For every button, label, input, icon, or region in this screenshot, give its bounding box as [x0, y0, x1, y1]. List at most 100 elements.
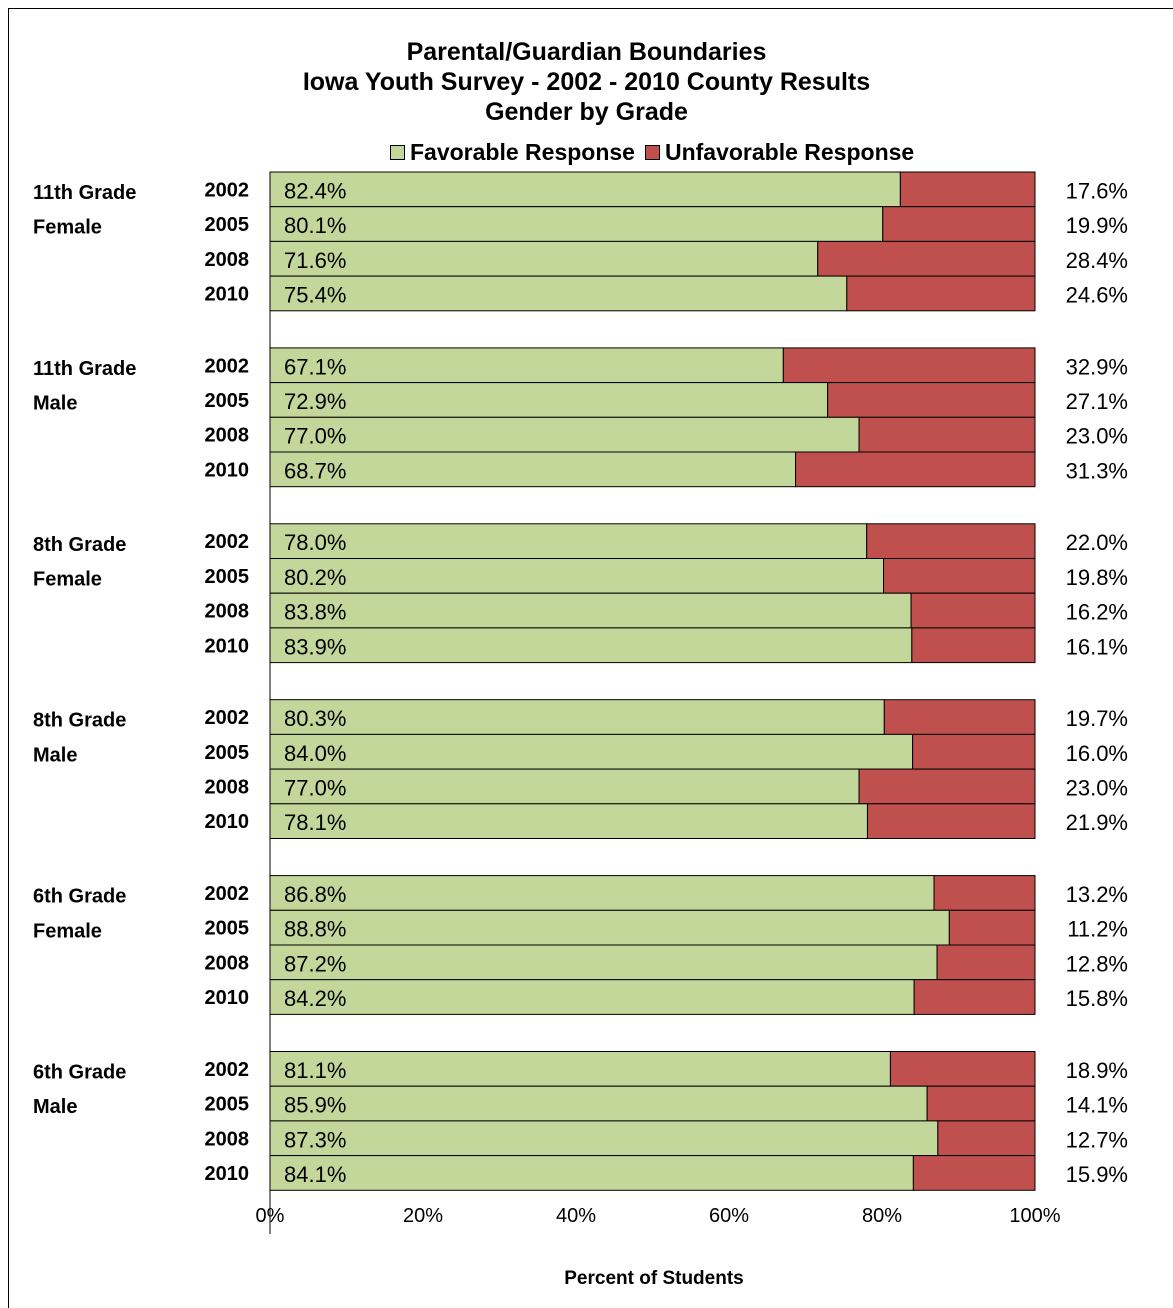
bar-unfavorable — [937, 1120, 1036, 1157]
data-label-favorable: 84.1% — [284, 1162, 346, 1187]
bar-favorable — [269, 1155, 914, 1191]
data-label-unfavorable: 11.2% — [1067, 917, 1128, 942]
year-tick-label: 2002 — [205, 355, 250, 377]
bar-favorable — [269, 382, 829, 418]
year-tick-label: 2005 — [205, 214, 250, 236]
bar-favorable — [269, 1120, 939, 1157]
bar-unfavorable — [883, 699, 1036, 735]
data-label-favorable: 78.1% — [284, 810, 346, 835]
group-label: Male — [33, 393, 77, 415]
group-label: 8th Grade — [33, 534, 126, 556]
chart-title-line-1: Parental/Guardian Boundaries — [406, 38, 767, 66]
bar-favorable — [269, 206, 884, 242]
group-label: Male — [33, 744, 77, 766]
legend-label-favorable: Favorable Response — [410, 138, 635, 165]
bar-favorable — [269, 944, 938, 981]
year-tick-label: 2008 — [205, 425, 250, 447]
data-label-unfavorable: 15.8% — [1066, 986, 1128, 1011]
x-axis-label: Percent of Students — [564, 1268, 744, 1289]
x-tick-label: 60% — [709, 1205, 749, 1227]
year-tick-label: 2008 — [205, 1128, 250, 1150]
x-tick-label: 40% — [556, 1205, 596, 1227]
data-label-unfavorable: 28.4% — [1066, 248, 1128, 273]
data-label-unfavorable: 24.6% — [1066, 282, 1128, 307]
bar-unfavorable — [948, 909, 1036, 946]
data-label-unfavorable: 22.0% — [1066, 530, 1128, 555]
year-tick-label: 2010 — [205, 1163, 250, 1185]
year-tick-label: 2002 — [205, 707, 250, 729]
bar-unfavorable — [846, 275, 1036, 312]
data-label-favorable: 88.8% — [284, 917, 346, 942]
bar-unfavorable — [926, 1085, 1036, 1122]
chart-legend: Favorable Response Unfavorable Response — [390, 137, 924, 167]
bar-unfavorable — [912, 733, 1036, 770]
bar-favorable — [269, 592, 912, 629]
data-label-favorable: 80.2% — [284, 565, 346, 590]
x-tick-label: 100% — [1009, 1205, 1060, 1227]
data-label-unfavorable: 19.7% — [1066, 706, 1128, 731]
data-label-favorable: 67.1% — [284, 354, 346, 379]
chart-frame — [8, 8, 1173, 1308]
bar-favorable — [269, 768, 860, 805]
bar-unfavorable — [858, 768, 1036, 805]
data-label-favorable: 82.4% — [284, 178, 346, 203]
bar-favorable — [269, 171, 901, 208]
bar-unfavorable — [795, 451, 1036, 488]
bar-favorable — [269, 909, 950, 946]
bar-favorable — [269, 1051, 891, 1087]
bar-unfavorable — [936, 944, 1036, 981]
x-tick-label: 0% — [256, 1205, 285, 1227]
data-label-unfavorable: 13.2% — [1066, 882, 1128, 907]
group-label: 8th Grade — [33, 710, 126, 732]
group-label: Female — [33, 569, 102, 591]
data-label-favorable: 84.2% — [284, 986, 346, 1011]
data-label-unfavorable: 27.1% — [1066, 389, 1128, 414]
chart-title-line-3: Gender by Grade — [485, 98, 688, 126]
bar-unfavorable — [866, 803, 1036, 839]
data-label-unfavorable: 17.6% — [1066, 178, 1128, 203]
bar-favorable — [269, 979, 915, 1015]
data-label-unfavorable: 19.8% — [1066, 565, 1128, 590]
bar-favorable — [269, 627, 913, 664]
year-tick-label: 2005 — [205, 742, 250, 764]
bar-unfavorable — [933, 875, 1036, 911]
bar-unfavorable — [889, 1051, 1036, 1087]
data-label-unfavorable: 12.7% — [1066, 1127, 1128, 1152]
group-label: 11th Grade — [33, 358, 136, 380]
data-label-favorable: 78.0% — [284, 530, 346, 555]
data-label-unfavorable: 23.0% — [1066, 775, 1128, 800]
bar-unfavorable — [899, 171, 1036, 208]
bar-favorable — [269, 875, 935, 911]
year-tick-label: 2002 — [205, 179, 250, 201]
data-label-favorable: 86.8% — [284, 882, 346, 907]
year-tick-label: 2005 — [205, 918, 250, 940]
bar-unfavorable — [817, 240, 1036, 277]
data-label-favorable: 87.3% — [284, 1127, 346, 1152]
year-tick-label: 2005 — [205, 566, 250, 588]
data-label-favorable: 77.0% — [284, 775, 346, 800]
year-tick-label: 2002 — [205, 531, 250, 553]
year-tick-label: 2010 — [205, 635, 250, 657]
data-label-favorable: 75.4% — [284, 282, 346, 307]
year-tick-label: 2010 — [205, 459, 250, 481]
year-tick-label: 2005 — [205, 1094, 250, 1116]
bar-favorable — [269, 1085, 928, 1122]
data-label-favorable: 81.1% — [284, 1058, 346, 1083]
year-tick-label: 2010 — [205, 987, 250, 1009]
bar-favorable — [269, 451, 797, 488]
year-tick-label: 2002 — [205, 1059, 250, 1081]
data-label-favorable: 87.2% — [284, 951, 346, 976]
bar-favorable — [269, 523, 868, 559]
group-label: Male — [33, 1096, 77, 1118]
year-tick-label: 2010 — [205, 283, 250, 305]
data-label-favorable: 83.9% — [284, 634, 346, 659]
data-label-favorable: 80.1% — [284, 213, 346, 238]
legend-item-favorable: Favorable Response — [390, 139, 635, 166]
x-tick-label: 80% — [862, 1205, 902, 1227]
bar-unfavorable — [911, 627, 1036, 664]
bar-unfavorable — [858, 416, 1036, 453]
bar-unfavorable — [913, 979, 1036, 1015]
bar-unfavorable — [866, 523, 1036, 559]
data-label-unfavorable: 14.1% — [1066, 1093, 1128, 1118]
